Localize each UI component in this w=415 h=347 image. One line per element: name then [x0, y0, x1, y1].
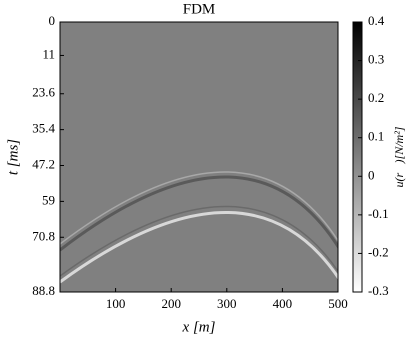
colorbar-tick-label: 0.3: [368, 52, 384, 67]
x-tick-label: 400: [273, 296, 293, 311]
x-tick-label: 500: [328, 296, 348, 311]
x-tick-label: 200: [161, 296, 181, 311]
colorbar-tick-label: 0.4: [368, 13, 385, 28]
colorbar-tick-label: -0.1: [368, 206, 389, 221]
wavefront: [60, 171, 338, 245]
colorbar: [352, 21, 363, 293]
colorbar-label: u(r⃗)[N/m²]: [392, 126, 406, 187]
heatmap-field: [60, 22, 338, 292]
x-tick-label: 300: [217, 296, 237, 311]
colorbar-tick-label: 0.2: [368, 90, 384, 105]
y-axis-label: t [ms]: [5, 139, 21, 175]
y-tick-label: 23.6: [32, 85, 55, 100]
colorbar-tick-label: 0: [368, 167, 375, 182]
colorbar-tick-label: 0.1: [368, 129, 384, 144]
chart-title: FDM: [183, 1, 216, 17]
y-tick-label: 70.8: [32, 228, 55, 243]
wavefront: [60, 175, 338, 252]
x-axis-label: x [m]: [182, 319, 216, 335]
y-tick-label: 0: [49, 13, 56, 28]
plot-frame: [59, 21, 339, 293]
x-tick-label: 100: [106, 296, 126, 311]
y-tick-label: 59: [42, 192, 55, 207]
y-tick-label: 35.4: [32, 121, 55, 136]
wavefronts: [60, 171, 338, 284]
colorbar-tick-label: -0.2: [368, 244, 389, 259]
wavefront: [60, 205, 338, 277]
y-tick-label: 88.8: [32, 283, 55, 298]
y-tick-label: 11: [42, 46, 55, 61]
colorbar-tick-label: -0.3: [368, 283, 389, 298]
wavefront: [60, 211, 338, 284]
y-tick-label: 47.2: [32, 156, 55, 171]
